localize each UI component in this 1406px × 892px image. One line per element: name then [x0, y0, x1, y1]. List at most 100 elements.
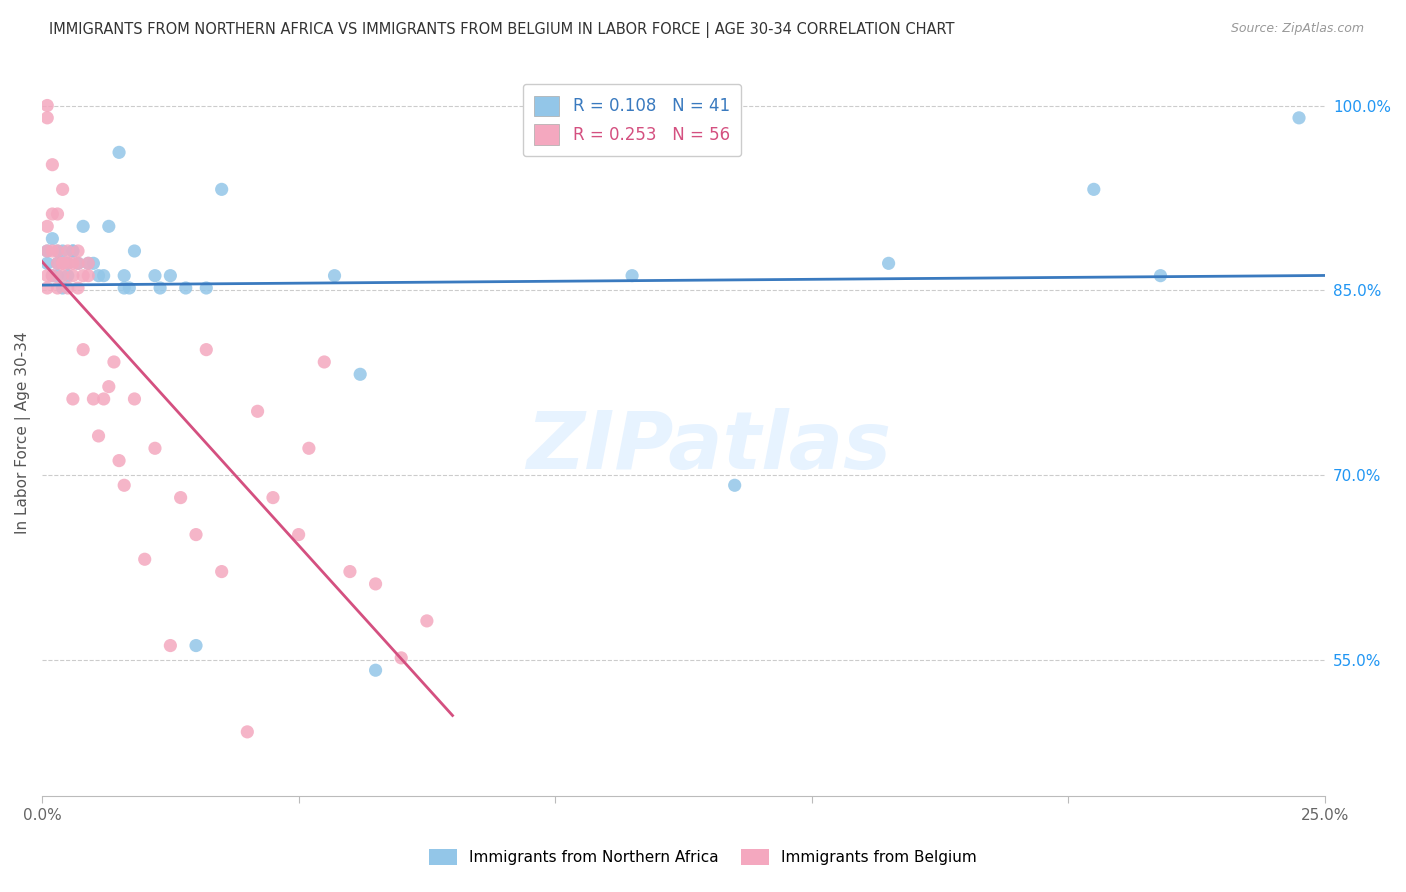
Point	[56, 256, 79, 270]
Text: Source: ZipAtlas.com: Source: ZipAtlas.com	[1230, 22, 1364, 36]
Point	[37, 111, 59, 125]
Point	[112, 281, 135, 295]
Point	[112, 268, 135, 283]
Point	[298, 442, 321, 456]
Point	[211, 182, 233, 196]
Point	[62, 244, 84, 258]
Point	[1288, 111, 1310, 125]
Point	[66, 256, 89, 270]
Legend: Immigrants from Northern Africa, Immigrants from Belgium: Immigrants from Northern Africa, Immigra…	[423, 843, 983, 871]
Point	[41, 207, 63, 221]
Point	[66, 244, 89, 258]
Point	[37, 219, 59, 234]
Point	[323, 268, 346, 283]
Point	[159, 639, 181, 653]
Point	[1083, 182, 1105, 196]
Point	[56, 244, 79, 258]
Point	[37, 98, 59, 112]
Point	[143, 442, 166, 456]
Point	[195, 343, 218, 357]
Point	[41, 268, 63, 283]
Point	[52, 256, 75, 270]
Point	[46, 281, 69, 295]
Point	[97, 379, 120, 393]
Point	[37, 244, 59, 258]
Point	[184, 639, 207, 653]
Point	[195, 281, 218, 295]
Text: IMMIGRANTS FROM NORTHERN AFRICA VS IMMIGRANTS FROM BELGIUM IN LABOR FORCE | AGE : IMMIGRANTS FROM NORTHERN AFRICA VS IMMIG…	[49, 22, 955, 38]
Point	[82, 392, 104, 406]
Point	[364, 663, 387, 677]
Point	[41, 232, 63, 246]
Point	[56, 281, 79, 295]
Point	[46, 207, 69, 221]
Point	[262, 491, 284, 505]
Point	[389, 651, 412, 665]
Point	[211, 565, 233, 579]
Point	[72, 219, 94, 234]
Point	[37, 268, 59, 283]
Point	[349, 368, 371, 382]
Point	[236, 724, 259, 739]
Text: ZIPatlas: ZIPatlas	[526, 408, 891, 486]
Point	[174, 281, 197, 295]
Point	[93, 392, 115, 406]
Point	[41, 244, 63, 258]
Point	[41, 158, 63, 172]
Point	[77, 268, 100, 283]
Point	[62, 256, 84, 270]
Point	[56, 256, 79, 270]
Point	[112, 478, 135, 492]
Point	[77, 256, 100, 270]
Y-axis label: In Labor Force | Age 30-34: In Labor Force | Age 30-34	[15, 331, 31, 533]
Point	[314, 355, 336, 369]
Point	[416, 614, 439, 628]
Point	[41, 268, 63, 283]
Point	[143, 268, 166, 283]
Point	[103, 355, 125, 369]
Point	[184, 527, 207, 541]
Point	[124, 392, 146, 406]
Point	[159, 268, 181, 283]
Legend: R = 0.108   N = 41, R = 0.253   N = 56: R = 0.108 N = 41, R = 0.253 N = 56	[523, 84, 741, 156]
Point	[56, 268, 79, 283]
Point	[93, 268, 115, 283]
Point	[287, 527, 309, 541]
Point	[72, 268, 94, 283]
Point	[66, 256, 89, 270]
Point	[52, 281, 75, 295]
Point	[108, 453, 131, 467]
Point	[52, 256, 75, 270]
Point	[52, 182, 75, 196]
Point	[52, 268, 75, 283]
Point	[124, 244, 146, 258]
Point	[52, 244, 75, 258]
Point	[246, 404, 269, 418]
Point	[46, 256, 69, 270]
Point	[149, 281, 172, 295]
Point	[87, 429, 110, 443]
Point	[46, 256, 69, 270]
Point	[1149, 268, 1171, 283]
Point	[37, 256, 59, 270]
Point	[82, 256, 104, 270]
Point	[87, 268, 110, 283]
Point	[62, 268, 84, 283]
Point	[97, 219, 120, 234]
Point	[72, 343, 94, 357]
Point	[46, 244, 69, 258]
Point	[46, 244, 69, 258]
Point	[724, 478, 747, 492]
Point	[77, 256, 100, 270]
Point	[118, 281, 141, 295]
Point	[169, 491, 191, 505]
Point	[364, 577, 387, 591]
Point	[66, 281, 89, 295]
Point	[108, 145, 131, 160]
Point	[134, 552, 156, 566]
Point	[46, 268, 69, 283]
Point	[37, 244, 59, 258]
Point	[37, 281, 59, 295]
Point	[877, 256, 900, 270]
Point	[621, 268, 644, 283]
